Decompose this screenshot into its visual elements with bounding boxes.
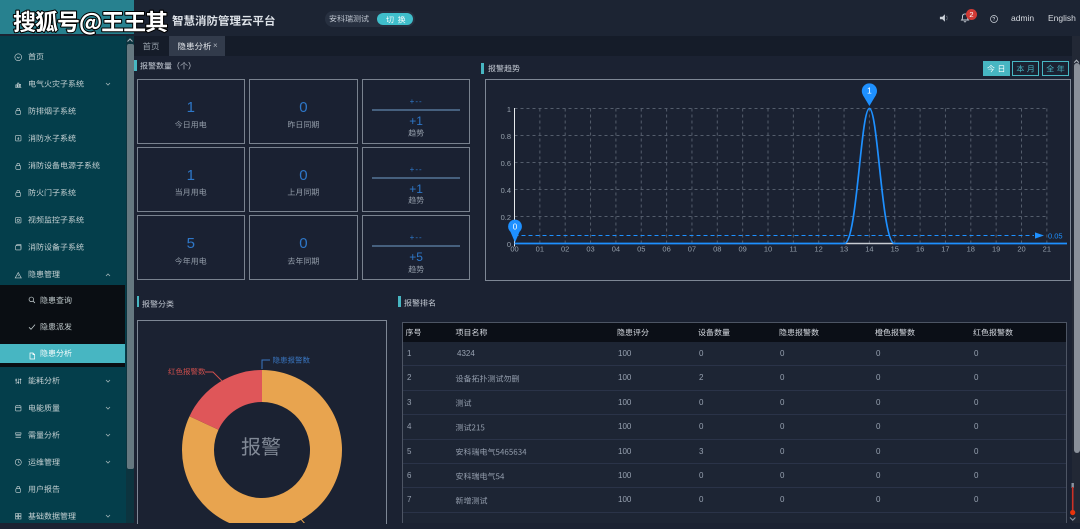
svg-text:15: 15: [891, 245, 899, 254]
svg-text:1: 1: [507, 105, 511, 114]
svg-text:01: 01: [536, 245, 544, 254]
svg-text:00: 00: [510, 245, 518, 254]
svg-text:16: 16: [916, 245, 924, 254]
svg-text:0.4: 0.4: [501, 186, 511, 195]
svg-text:06: 06: [662, 245, 670, 254]
svg-text:10: 10: [764, 245, 772, 254]
svg-text:21: 21: [1043, 245, 1051, 254]
svg-text:02: 02: [561, 245, 569, 254]
svg-text:08: 08: [713, 245, 721, 254]
svg-text:07: 07: [688, 245, 696, 254]
svg-text:04: 04: [612, 245, 620, 254]
svg-text:03: 03: [586, 245, 594, 254]
svg-text:1: 1: [867, 86, 872, 96]
svg-text:13: 13: [840, 245, 848, 254]
svg-text:17: 17: [941, 245, 949, 254]
svg-text:12: 12: [815, 245, 823, 254]
svg-text:19: 19: [992, 245, 1000, 254]
svg-text:0.2: 0.2: [501, 213, 511, 222]
svg-text:0: 0: [507, 240, 511, 249]
svg-text:0.8: 0.8: [501, 132, 511, 141]
svg-text:09: 09: [738, 245, 746, 254]
svg-text:11: 11: [789, 245, 797, 254]
svg-text:05: 05: [637, 245, 645, 254]
svg-text:0: 0: [513, 223, 518, 232]
svg-text:0.6: 0.6: [501, 159, 511, 168]
svg-text:20: 20: [1017, 245, 1025, 254]
svg-text:18: 18: [967, 245, 975, 254]
svg-text:14: 14: [865, 245, 873, 254]
svg-text:0.05: 0.05: [1048, 232, 1063, 241]
